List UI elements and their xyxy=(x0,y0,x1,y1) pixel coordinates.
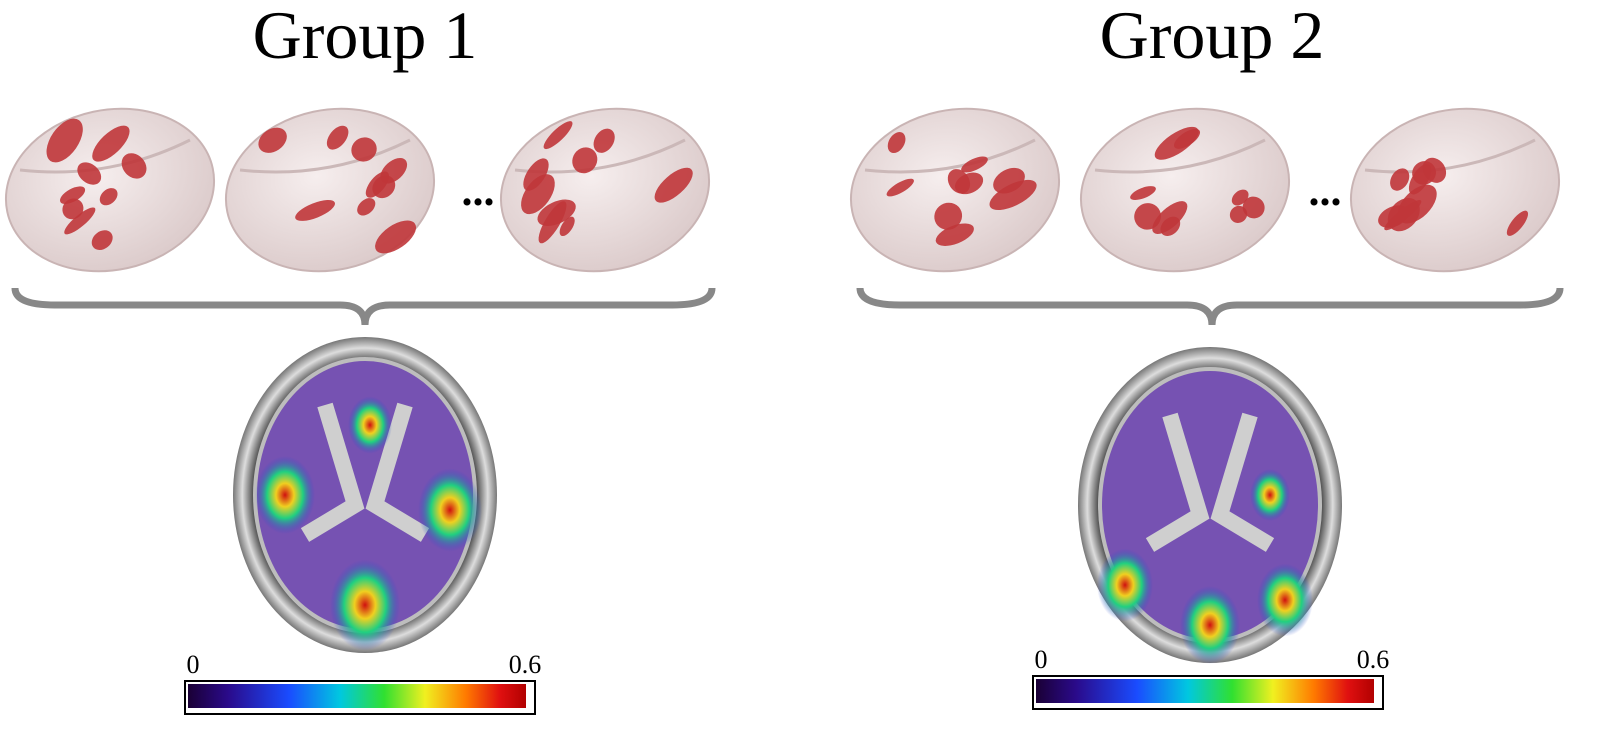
hotspot xyxy=(418,468,482,552)
colorbar xyxy=(186,682,528,710)
activation-blob xyxy=(92,125,130,162)
brain-fissure xyxy=(1364,138,1536,174)
brain-surface xyxy=(499,107,711,273)
brace xyxy=(856,287,1564,326)
activation-blob xyxy=(1422,157,1447,183)
hotspot xyxy=(1257,563,1313,637)
brain-render xyxy=(224,107,436,273)
hotspot xyxy=(255,456,315,534)
hotspot xyxy=(348,396,392,454)
activation-blob xyxy=(1229,205,1248,223)
activation-blob xyxy=(654,167,693,203)
brain-render xyxy=(1079,107,1291,273)
colorbar-frame xyxy=(1032,675,1384,710)
activation-blob xyxy=(77,162,102,185)
activation-blob xyxy=(559,216,575,237)
panel-title: Group 1 xyxy=(253,0,478,73)
activation-blob xyxy=(1242,196,1265,219)
activation-blob xyxy=(1231,189,1249,206)
activation-blob xyxy=(121,153,147,179)
ellipsis: ... xyxy=(462,166,495,215)
ellipsis: ... xyxy=(1309,166,1342,215)
colorbar-max: 0.6 xyxy=(1357,645,1390,674)
activation-blob xyxy=(521,174,555,215)
activation-blob xyxy=(935,223,974,246)
overlay xyxy=(1102,371,1318,639)
brain-fissure xyxy=(1094,138,1266,174)
hotspot xyxy=(1097,548,1153,622)
activation-blob xyxy=(947,169,971,194)
activation-blob xyxy=(295,199,336,221)
axial-slice xyxy=(1078,347,1342,664)
activation-blob xyxy=(258,127,287,153)
activation-blob xyxy=(886,178,914,197)
brain-surface xyxy=(1079,107,1291,273)
brain-surface xyxy=(224,107,436,273)
activation-blob xyxy=(1390,168,1410,191)
ventricles xyxy=(300,402,430,542)
colorbar-min: 0 xyxy=(1035,645,1048,674)
brain-render xyxy=(4,107,216,273)
activation-blob xyxy=(572,147,598,174)
panel-title: Group 2 xyxy=(1100,0,1325,73)
activation-blob xyxy=(326,125,349,150)
brain-render xyxy=(499,107,711,273)
activation-blob xyxy=(46,118,83,163)
activation-blob xyxy=(59,186,86,204)
activation-blob xyxy=(1506,210,1529,236)
activation-blob xyxy=(351,137,377,162)
activation-blob xyxy=(64,207,96,235)
activation-blob xyxy=(1130,186,1156,201)
brain-render xyxy=(849,107,1061,273)
activation-blob xyxy=(375,220,417,254)
activation-blob xyxy=(99,188,118,206)
brain-render xyxy=(1349,107,1561,273)
activation-blob xyxy=(887,132,906,154)
colorbar-min: 0 xyxy=(187,650,200,679)
activation-blob xyxy=(91,230,113,250)
activation-blob xyxy=(62,198,84,220)
activation-blob xyxy=(365,171,389,198)
activation-blob xyxy=(1174,128,1201,149)
activation-blob xyxy=(593,128,615,153)
activation-blob xyxy=(523,158,549,191)
brace xyxy=(11,287,716,326)
activation-blob xyxy=(989,179,1037,211)
activation-blob xyxy=(1387,197,1420,232)
activation-blob xyxy=(934,202,963,230)
overlay xyxy=(257,361,473,629)
hotspot xyxy=(1180,586,1240,664)
colorbar xyxy=(1034,677,1376,705)
ventricles xyxy=(1145,412,1275,552)
colorbar-max: 0.6 xyxy=(509,650,542,679)
axial-slice xyxy=(233,337,497,653)
activation-blob xyxy=(1160,216,1181,237)
brain-surface xyxy=(1349,107,1561,273)
brain-fissure xyxy=(239,138,411,174)
brain-fissure xyxy=(864,138,1036,174)
activation-blob xyxy=(357,198,376,216)
activation-blob xyxy=(543,121,573,150)
activation-blob xyxy=(1134,203,1161,230)
brain-fissure xyxy=(19,138,191,174)
colorbar-frame xyxy=(184,680,536,715)
hotspot xyxy=(1250,469,1290,521)
activation-blob xyxy=(961,156,988,173)
hotspot xyxy=(330,559,400,651)
